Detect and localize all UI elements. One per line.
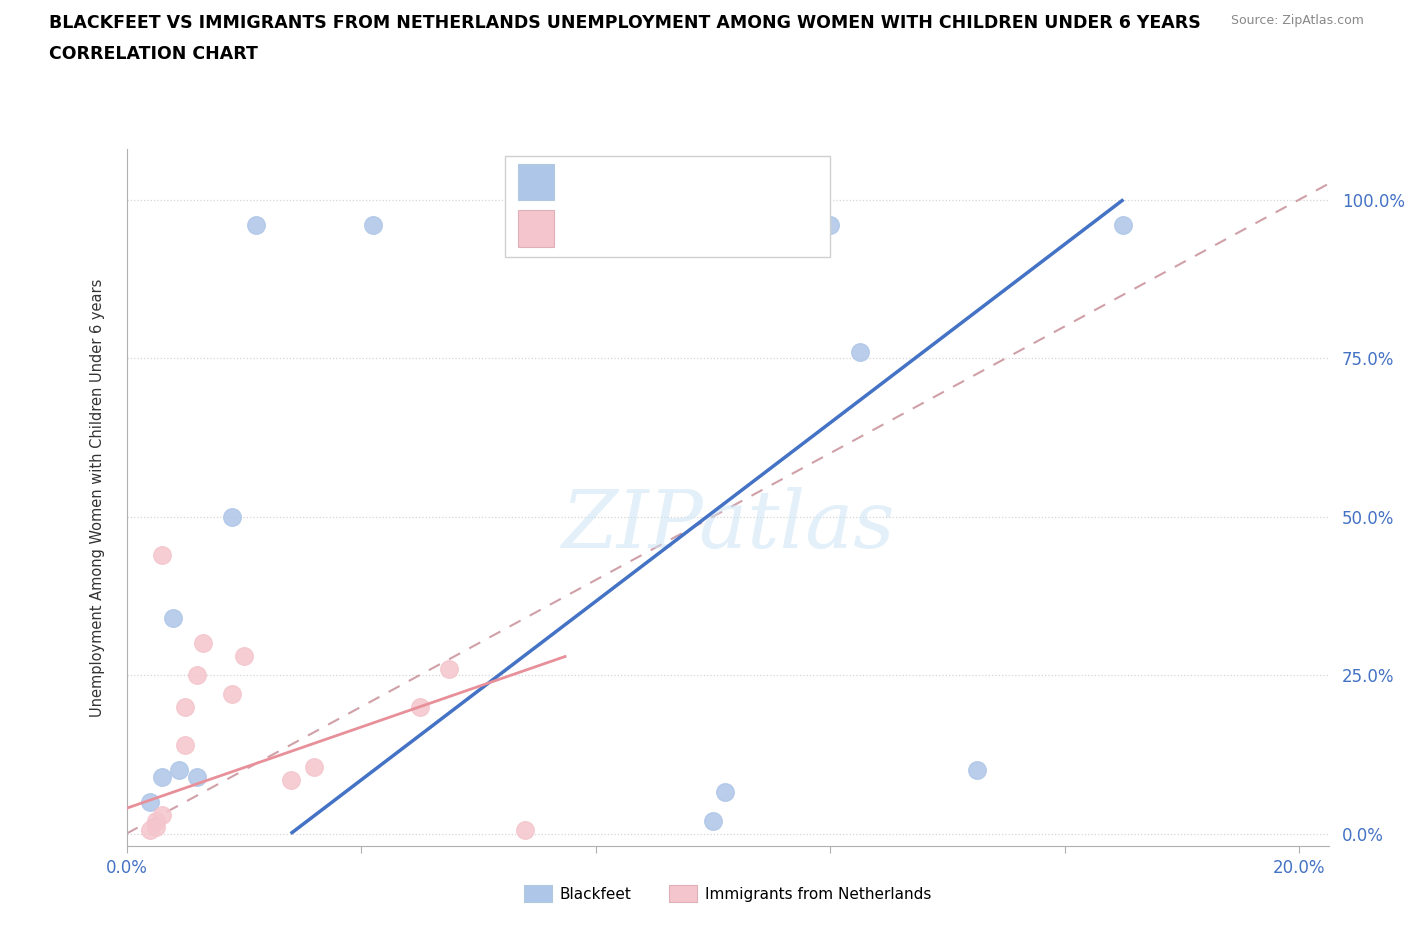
Point: [145, 814, 167, 829]
Point: [1112, 218, 1135, 232]
Point: [139, 823, 162, 838]
Point: [169, 763, 191, 777]
Point: [280, 772, 302, 787]
Text: CORRELATION CHART: CORRELATION CHART: [49, 45, 259, 62]
Point: [174, 737, 197, 752]
Point: [437, 661, 460, 676]
Point: [174, 699, 197, 714]
Point: [150, 547, 173, 562]
Point: [818, 218, 841, 232]
Point: [221, 509, 243, 524]
Point: [245, 218, 267, 232]
Point: [848, 344, 870, 359]
Point: [145, 820, 167, 835]
Point: [186, 769, 208, 784]
Point: [186, 668, 208, 683]
Point: [191, 636, 214, 651]
Point: [713, 785, 735, 800]
Point: [162, 611, 184, 626]
Point: [139, 794, 162, 809]
Point: [515, 823, 537, 838]
Point: [361, 218, 384, 232]
Point: [966, 763, 988, 777]
Y-axis label: Unemployment Among Women with Children Under 6 years: Unemployment Among Women with Children U…: [90, 278, 105, 717]
Text: ZIPatlas: ZIPatlas: [561, 486, 894, 565]
Point: [150, 807, 173, 822]
Point: [150, 769, 173, 784]
Point: [409, 699, 432, 714]
Point: [302, 760, 325, 775]
Point: [221, 686, 243, 701]
Point: [702, 814, 724, 829]
Text: Source: ZipAtlas.com: Source: ZipAtlas.com: [1230, 14, 1364, 27]
Point: [232, 648, 254, 663]
Text: BLACKFEET VS IMMIGRANTS FROM NETHERLANDS UNEMPLOYMENT AMONG WOMEN WITH CHILDREN : BLACKFEET VS IMMIGRANTS FROM NETHERLANDS…: [49, 14, 1201, 32]
Legend: Blackfeet, Immigrants from Netherlands: Blackfeet, Immigrants from Netherlands: [519, 879, 936, 909]
